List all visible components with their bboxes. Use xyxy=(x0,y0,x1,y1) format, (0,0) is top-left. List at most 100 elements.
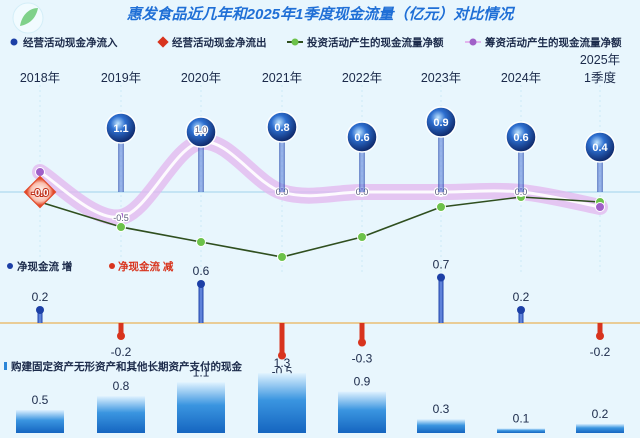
legend-item-3: 筹资活动产生的现金流量净额 xyxy=(465,36,622,49)
investing-point xyxy=(357,232,367,242)
net-value-label: 0.6 xyxy=(193,264,210,278)
operating-pin xyxy=(279,127,285,192)
capex-bar xyxy=(417,419,465,433)
operating-outflow-marker xyxy=(23,175,57,209)
operating-value-label: 0.4 xyxy=(592,142,608,154)
chart-title: 惠发食品近几年和2025年1季度现金流量（亿元）对比情况 xyxy=(127,5,516,23)
investing-point xyxy=(116,222,126,232)
capex-value-label: 0.5 xyxy=(32,393,49,407)
net-decrease-label: 净现金流 减 xyxy=(118,260,174,273)
net-head xyxy=(278,351,286,360)
capex-value-label: 0.1 xyxy=(513,411,530,425)
net-pin xyxy=(198,284,204,323)
legend-dot-icon xyxy=(10,38,18,46)
bar-legend-label: 购建固定资产无形资产和其他长期资产支付的现金 xyxy=(11,360,242,373)
legend-item-0: 经营活动现金净流入 xyxy=(10,36,118,49)
net-head xyxy=(197,280,205,288)
period-label: 2023年 xyxy=(421,71,461,85)
legend-dot-icon xyxy=(469,38,477,46)
operating-pin xyxy=(438,122,444,192)
operating-balloon xyxy=(266,111,298,143)
net-pin xyxy=(438,277,444,323)
period-label: 2021年 xyxy=(262,71,302,85)
net-value-label: -0.3 xyxy=(352,352,373,366)
capex-value-label: 0.9 xyxy=(354,375,371,389)
capex-bar xyxy=(177,382,225,433)
investing-point xyxy=(277,252,287,262)
period-label: 2020年 xyxy=(181,71,221,85)
capex-bar xyxy=(97,396,145,433)
operating-pin xyxy=(518,137,524,192)
net-head xyxy=(36,306,44,314)
legend-item-1: 经营活动现金净流出 xyxy=(157,36,267,49)
period-label: 2025年 1季度 xyxy=(580,53,620,85)
net-pin xyxy=(359,323,365,343)
net-legend: 净现金流 增 净现金流 减 xyxy=(7,260,174,273)
bar-legend-icon xyxy=(4,362,7,370)
capex-bar xyxy=(497,428,545,433)
period-label: 2022年 xyxy=(342,71,382,85)
legend-label: 筹资活动产生的现金流量净额 xyxy=(485,36,622,49)
net-pin xyxy=(279,323,285,356)
logo-icon xyxy=(12,2,44,34)
operating-value-label: 0.9 xyxy=(433,117,448,129)
investing-point xyxy=(436,202,446,212)
operating-value-label: 0.8 xyxy=(274,122,289,134)
net-value-label: -0.2 xyxy=(111,345,132,359)
net-increase-label: 净现金流 增 xyxy=(17,260,72,273)
capex-bar xyxy=(338,391,386,433)
net-pin xyxy=(37,310,43,323)
capex-bar xyxy=(258,373,306,433)
legend-label: 投资活动产生的现金流量净额 xyxy=(307,36,444,49)
capex-bar xyxy=(16,410,64,433)
financing-point xyxy=(35,167,45,177)
operating-pin xyxy=(359,137,365,192)
inflow-value-label: 1.1 xyxy=(113,123,128,135)
financing-point xyxy=(116,212,126,222)
net-head xyxy=(596,332,604,340)
inflow-pin xyxy=(118,128,124,192)
period-label: 2018年 xyxy=(20,71,60,85)
net-pin xyxy=(597,323,603,336)
capex-value-label: 0.8 xyxy=(113,379,130,393)
legend-dot-icon xyxy=(291,38,299,46)
inflow-balloon xyxy=(105,112,137,144)
financing-value-label: -0.5 xyxy=(113,212,129,222)
net-value-label: 0.2 xyxy=(32,290,49,304)
operating-value-label: 0.6 xyxy=(354,132,369,144)
capex-value-label: 1.3 xyxy=(274,356,291,370)
operating-value-label: 0.6 xyxy=(513,132,528,144)
leaf-shape xyxy=(20,8,38,26)
period-label-line: 2025年 xyxy=(580,53,620,67)
operating-value-label: -0.0 xyxy=(31,188,49,199)
net-head xyxy=(437,273,445,282)
capex-value-label: 0.2 xyxy=(592,407,609,421)
operating-balloon xyxy=(505,121,537,153)
inflow-value-label: 1.0 xyxy=(195,125,208,135)
net-head xyxy=(358,338,366,347)
operating-value-label: 0.7 xyxy=(193,127,208,139)
legend-diamond-icon xyxy=(157,36,169,48)
capex-value-label: 0.3 xyxy=(433,402,450,416)
legend-label: 经营活动现金净流出 xyxy=(172,36,267,49)
net-value-label: 0.7 xyxy=(433,258,450,272)
operating-balloon xyxy=(425,106,457,138)
net-decrease-icon xyxy=(109,263,115,269)
operating-pin xyxy=(198,132,204,192)
legend-label: 经营活动现金净流入 xyxy=(23,36,118,49)
net-pin xyxy=(118,323,124,336)
capex-value-label: 1.1 xyxy=(193,365,210,379)
period-label-line: 1季度 xyxy=(584,70,616,85)
operating-balloon xyxy=(584,131,616,163)
period-label: 2024年 xyxy=(501,71,541,85)
net-head xyxy=(517,306,525,314)
net-increase-icon xyxy=(7,263,13,269)
investing-point xyxy=(196,237,206,247)
capex-bar xyxy=(576,423,624,433)
net-value-label: -0.2 xyxy=(590,345,611,359)
period-label: 2019年 xyxy=(101,71,141,85)
net-pin xyxy=(518,310,524,323)
investing-line xyxy=(39,196,601,258)
